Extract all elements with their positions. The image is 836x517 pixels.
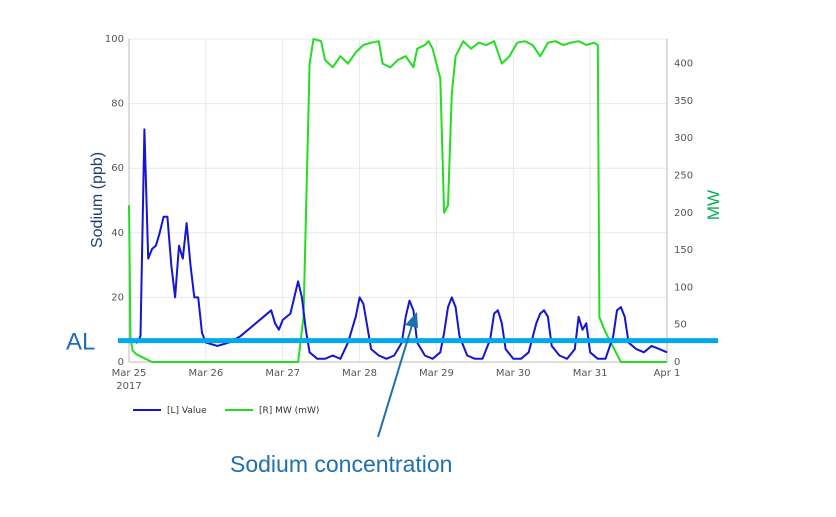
y-right-tick-label: 250 [674,171,693,182]
x-tick-label: Mar 28 [342,368,377,379]
y-right-tick-label: 200 [674,208,693,219]
annotation-callout: Sodium concentration [230,312,452,477]
y-left-tick-label: 60 [111,163,124,174]
callout-arrow-line [377,321,414,438]
legend-item-label[interactable]: [R] MW (mW) [259,406,319,416]
x-tick-sublabel: 2017 [116,381,141,392]
grid-lines [128,38,668,362]
x-tick-label: Mar 26 [188,368,223,379]
y-left-axis-label: Sodium (ppb) [89,152,106,248]
y-left-tick-label: 0 [118,357,124,368]
x-tick-label: Mar 27 [265,368,300,379]
y-left-ticks: 0 20 40 60 80 100 [105,34,124,368]
legend[interactable]: [L] Value [R] MW (mW) [133,406,319,416]
x-axis-ticks: Mar 25 2017 Mar 26 Mar 27 Mar 28 Mar 29 Mar 30… [112,368,681,392]
series-lines [128,38,668,363]
y-right-tick-label: 350 [674,96,693,107]
y-left-tick-label: 40 [111,228,124,239]
series-line-mw [128,38,667,363]
y-right-ticks: 0 50 100 150 200 250 300 350 400 [674,59,693,368]
series-line-sodium [129,128,668,360]
legend-item-label[interactable]: [L] Value [167,406,207,416]
al-line-group: AL [66,329,718,356]
al-label: AL [66,329,95,356]
x-tick-label: Mar 29 [419,368,454,379]
y-right-tick-label: 150 [674,245,693,256]
y-right-tick-label: 50 [674,320,687,331]
y-right-tick-label: 400 [674,59,693,70]
y-left-tick-label: 20 [111,292,124,303]
callout-arrow-head [405,312,418,328]
y-right-tick-label: 0 [674,357,680,368]
x-tick-label: Mar 25 [112,368,147,379]
y-right-tick-label: 300 [674,133,693,144]
x-tick-label: Mar 30 [496,368,531,379]
y-right-axis-label: MW [704,190,723,220]
x-tick-label: Mar 31 [573,368,608,379]
x-tick-label: Apr 1 [654,368,681,379]
y-left-tick-label: 100 [105,34,124,45]
y-right-tick-label: 100 [674,282,693,293]
y-left-tick-label: 80 [111,99,124,110]
chart-axes [128,39,668,363]
annotation-sodium-concentration: Sodium concentration [230,451,452,477]
